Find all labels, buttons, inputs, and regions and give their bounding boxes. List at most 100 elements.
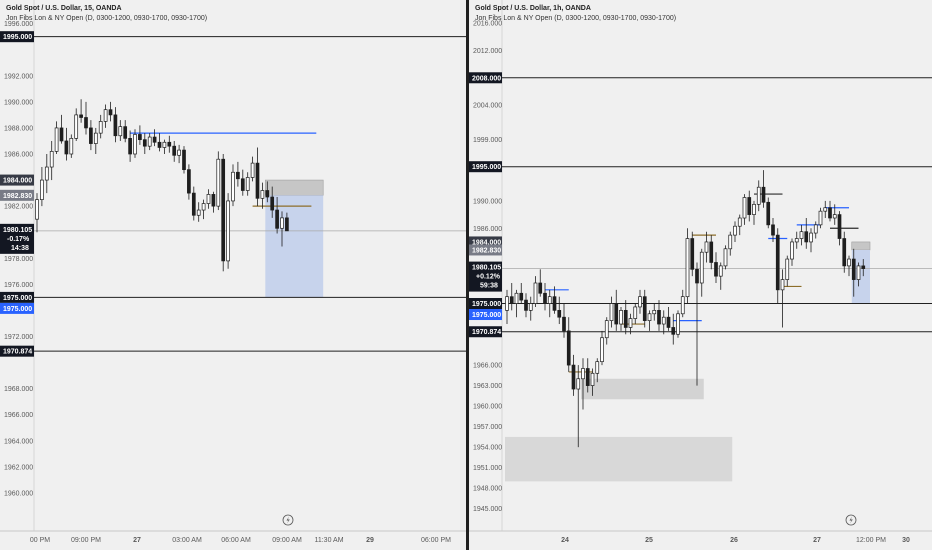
- candle: [270, 186, 275, 218]
- pane-divider[interactable]: [466, 0, 469, 550]
- price-zone: [265, 195, 324, 298]
- time-tick-label: 27: [133, 537, 141, 544]
- candle: [604, 317, 609, 345]
- candle-body: [809, 232, 813, 243]
- candle: [809, 228, 813, 253]
- candle-body: [851, 258, 856, 280]
- candle-body: [804, 231, 809, 243]
- candle: [823, 200, 828, 219]
- price-label-text: 1975.000: [3, 306, 32, 313]
- last-price-text: 1980.105: [3, 227, 32, 234]
- candle: [619, 306, 623, 331]
- price-tick-label: 2004.000: [473, 103, 502, 110]
- candle-body: [652, 310, 657, 315]
- candlestick-chart-1h[interactable]: 1945.000 1948.000 1951.000 1954.000 1957.000…: [469, 0, 932, 550]
- candle-body: [842, 238, 847, 267]
- candle-body: [79, 114, 83, 118]
- candle-body: [676, 313, 680, 335]
- candle-body: [671, 327, 676, 335]
- price-tick-label: 1988.000: [4, 125, 33, 132]
- candle: [245, 172, 250, 196]
- candle: [861, 259, 866, 277]
- lightning-icon: [282, 514, 294, 526]
- price-label-text: 1995.000: [3, 34, 32, 41]
- candle-body: [98, 121, 103, 134]
- candle: [562, 303, 566, 338]
- candle: [538, 269, 543, 297]
- candle: [44, 154, 49, 194]
- price-tick-label: 1957.000: [473, 424, 502, 431]
- candle: [182, 146, 186, 174]
- chart-pane-15m[interactable]: Gold Spot / U.S. Dollar, 15, OANDA Jon F…: [0, 0, 466, 550]
- time-tick-label: 26: [730, 537, 738, 544]
- candle: [642, 289, 647, 328]
- price-tick-label: 1954.000: [473, 445, 502, 452]
- candle-body: [785, 258, 790, 280]
- candle-body: [695, 268, 699, 284]
- candle-body: [196, 209, 201, 216]
- candle: [804, 218, 809, 249]
- candle-body: [93, 132, 98, 144]
- candle: [216, 151, 221, 211]
- price-tick-label: 2016.000: [473, 21, 502, 28]
- candle: [609, 296, 614, 328]
- candle: [576, 365, 581, 448]
- candle-body: [766, 201, 771, 226]
- candle-body: [828, 207, 832, 219]
- candle-body: [856, 265, 861, 280]
- candle: [172, 140, 177, 162]
- price-label-badge: [469, 161, 502, 173]
- candle: [652, 303, 657, 321]
- candle: [771, 218, 775, 242]
- candle: [775, 228, 780, 304]
- candle-body: [552, 296, 557, 311]
- candle-body: [823, 207, 828, 212]
- candle: [566, 317, 571, 372]
- candle: [747, 190, 752, 222]
- price-label-text: 2008.000: [472, 75, 501, 82]
- candle: [733, 221, 737, 242]
- price-zone: [581, 378, 704, 400]
- candle: [595, 358, 600, 383]
- price-label-badge: [469, 236, 502, 248]
- candle-body: [775, 234, 780, 291]
- candle: [191, 186, 196, 221]
- candle-body: [728, 234, 733, 250]
- candle: [695, 262, 699, 386]
- candle: [623, 300, 628, 335]
- candle: [226, 193, 230, 269]
- candle: [785, 255, 790, 287]
- candle: [509, 282, 514, 311]
- candlestick-chart-15m[interactable]: 1960.000 1962.000 1964.000 1966.000 1968.000…: [0, 0, 466, 550]
- chart-pane-1h[interactable]: Gold Spot / U.S. Dollar, 1h, OANDA Jon F…: [469, 0, 932, 550]
- candle: [201, 199, 206, 220]
- candle-body: [152, 136, 157, 143]
- candle: [813, 221, 818, 239]
- candle: [128, 130, 132, 162]
- price-zone: [264, 179, 324, 196]
- candle-body: [714, 262, 718, 277]
- candle-body: [576, 378, 581, 390]
- candle: [108, 101, 113, 122]
- price-tick-label: 1960.000: [473, 404, 502, 411]
- last-price-change: +0.12%: [476, 274, 501, 281]
- candle: [780, 269, 785, 328]
- price-tick-label: 1960.000: [4, 490, 33, 497]
- time-tick-label: 00 PM: [30, 537, 50, 544]
- price-tick-label: 1972.000: [4, 334, 33, 341]
- candle: [685, 228, 690, 304]
- lightning-glyph: [286, 516, 290, 524]
- candle-body: [260, 190, 265, 199]
- candle: [79, 99, 83, 123]
- candle: [147, 133, 152, 151]
- price-label-text: 1984.000: [472, 239, 501, 246]
- chart-title: Gold Spot / U.S. Dollar, 1h, OANDA: [475, 5, 591, 12]
- candle-body: [59, 127, 64, 142]
- candle-body: [177, 149, 181, 156]
- candle: [123, 120, 128, 143]
- candle: [647, 310, 652, 331]
- candle: [851, 248, 856, 297]
- price-zone: [851, 249, 870, 304]
- candle-body: [206, 194, 211, 204]
- time-tick-label: 06:00 PM: [421, 537, 451, 544]
